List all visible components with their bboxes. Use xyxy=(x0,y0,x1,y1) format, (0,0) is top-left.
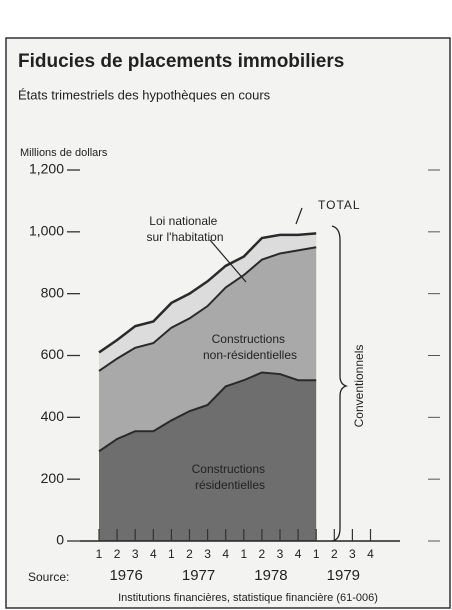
series-label-line: résidentielles xyxy=(195,478,265,492)
year-label: 1977 xyxy=(182,567,215,584)
y-tick-label: 0 xyxy=(56,532,64,548)
x-tick-label: 4 xyxy=(295,547,302,561)
series-label: Constructions résidentielles xyxy=(192,462,269,492)
x-tick-label: 3 xyxy=(277,547,284,561)
bracket xyxy=(331,225,349,542)
x-tick-label: 3 xyxy=(349,547,356,561)
source-label: Source: xyxy=(28,570,69,584)
x-tick-label: 2 xyxy=(259,547,266,561)
y-tick-label: 1,200 xyxy=(29,161,64,177)
y-axis-label: Millions de dollars xyxy=(20,147,108,159)
x-tick-label: 2 xyxy=(114,547,121,561)
source: Institutions financières, statistique fi… xyxy=(118,592,378,604)
year-label: 1976 xyxy=(109,567,142,584)
x-tick-label: 1 xyxy=(168,547,175,561)
series-label-line: Loi nationale xyxy=(149,214,220,228)
x-tick-label: 1 xyxy=(240,547,247,561)
total-label: TOTAL xyxy=(318,198,361,212)
pointer xyxy=(295,207,303,225)
x-tick-label: 4 xyxy=(367,547,374,561)
x-tick-label: 2 xyxy=(186,547,193,561)
x-tick-label: 3 xyxy=(204,547,211,561)
y-tick-label: 600 xyxy=(41,346,65,362)
series-label-line: non-résidentielles xyxy=(203,348,297,362)
area-top-line xyxy=(98,246,317,372)
area xyxy=(99,247,317,452)
y-tick-label: 400 xyxy=(41,408,65,424)
area-top-line xyxy=(98,371,317,453)
chart-subtitle: États trimestriels des hypothèques en co… xyxy=(18,87,271,102)
area-top-line xyxy=(98,232,317,354)
series-label: Loi nationale sur l'habitation xyxy=(146,214,223,244)
pointer xyxy=(209,239,247,283)
series-label: Constructions non-résidentielles xyxy=(203,332,297,362)
series-label-line: sur l'habitation xyxy=(146,230,223,244)
area xyxy=(99,233,317,371)
series-label-line: Constructions xyxy=(192,462,269,476)
y-tick-label: 1,000 xyxy=(29,223,64,239)
x-tick-label: 4 xyxy=(222,547,229,561)
x-tick-label: 1 xyxy=(313,547,320,561)
year-label: 1979 xyxy=(327,567,360,584)
y-tick-label: 200 xyxy=(41,470,65,486)
year-label: 1978 xyxy=(254,567,287,584)
chart-title: Fiducies de placements immobiliers xyxy=(18,51,344,72)
y-tick-label: 800 xyxy=(41,284,65,300)
x-tick-label: 3 xyxy=(132,547,139,561)
x-tick-label: 1 xyxy=(96,547,103,561)
x-tick-label: 4 xyxy=(150,547,157,561)
bracket-label: Conventionnels xyxy=(352,345,366,428)
series-label-line: Constructions xyxy=(212,332,289,346)
area xyxy=(99,372,317,541)
x-tick-label: 2 xyxy=(331,547,338,561)
